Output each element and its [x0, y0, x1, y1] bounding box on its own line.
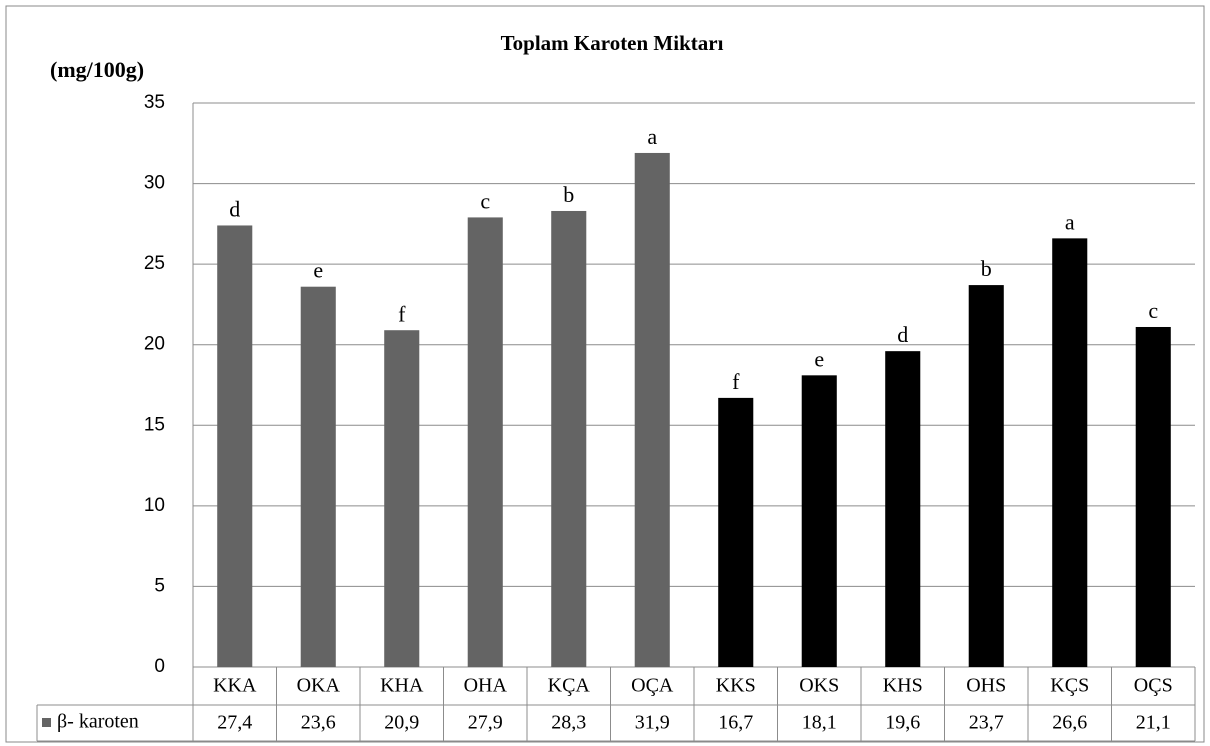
bar-annotation: e [313, 258, 323, 283]
x-tick-label: OÇS [1134, 675, 1173, 697]
bar-annotation: f [732, 369, 740, 394]
x-tick-label: OKA [297, 675, 341, 697]
bar-annotation: a [647, 124, 657, 149]
bar [300, 286, 336, 667]
bar-annotation: b [981, 256, 992, 281]
table-value: 28,3 [551, 712, 586, 734]
bar [467, 217, 503, 667]
y-tick-label: 15 [144, 414, 165, 435]
bar [801, 375, 837, 667]
bar [718, 397, 754, 667]
table-value: 19,6 [885, 712, 920, 734]
x-tick-label: OHS [966, 675, 1006, 697]
bar [1052, 238, 1088, 668]
table-value: 23,6 [301, 712, 336, 734]
bar [551, 210, 587, 668]
x-tick-label: OÇA [631, 675, 674, 697]
bar [384, 330, 420, 667]
x-tick-label: KÇS [1050, 675, 1089, 697]
bar-annotation: d [897, 322, 908, 347]
legend-label: β- karoten [57, 711, 139, 733]
x-tick-label: KKA [213, 675, 257, 697]
bar [885, 351, 921, 667]
table-value: 27,4 [217, 712, 252, 734]
table-value: 31,9 [635, 712, 670, 734]
bar [1135, 326, 1171, 667]
bar [968, 285, 1004, 667]
table-value: 16,7 [718, 712, 753, 734]
y-tick-label: 30 [144, 173, 165, 194]
bar [634, 152, 670, 667]
x-tick-label: KHA [380, 675, 424, 697]
bar [217, 225, 253, 667]
x-tick-label: OKS [799, 675, 839, 697]
chart-title: Toplam Karoten Miktarı [501, 31, 724, 55]
chart-border [5, 5, 1205, 743]
y-tick-label: 20 [144, 334, 165, 355]
legend-key [42, 718, 51, 727]
x-tick-label: OHA [464, 675, 508, 697]
y-tick-label: 0 [154, 656, 165, 677]
bar-annotation: d [229, 197, 240, 222]
y-tick-label: 10 [144, 495, 165, 516]
table-value: 20,9 [384, 712, 419, 734]
x-tick-label: KKS [716, 675, 756, 697]
table-value: 26,6 [1052, 712, 1087, 734]
y-tick-label: 5 [154, 575, 165, 596]
table-value: 27,9 [468, 712, 503, 734]
table-value: 18,1 [802, 712, 837, 734]
bar-annotation: b [563, 182, 574, 207]
x-tick-label: KHS [883, 675, 923, 697]
y-tick-label: 25 [144, 253, 165, 274]
bar-annotation: a [1065, 209, 1075, 234]
y-axis-label: (mg/100g) [50, 57, 144, 82]
y-tick-label: 35 [144, 92, 165, 113]
x-tick-label: KÇA [548, 675, 591, 697]
table-value: 23,7 [969, 712, 1004, 734]
bar-annotation: e [814, 346, 824, 371]
bar-annotation: c [1148, 298, 1158, 323]
bar-annotation: c [480, 188, 490, 213]
table-value: 21,1 [1136, 712, 1171, 734]
bar-annotation: f [398, 301, 406, 326]
